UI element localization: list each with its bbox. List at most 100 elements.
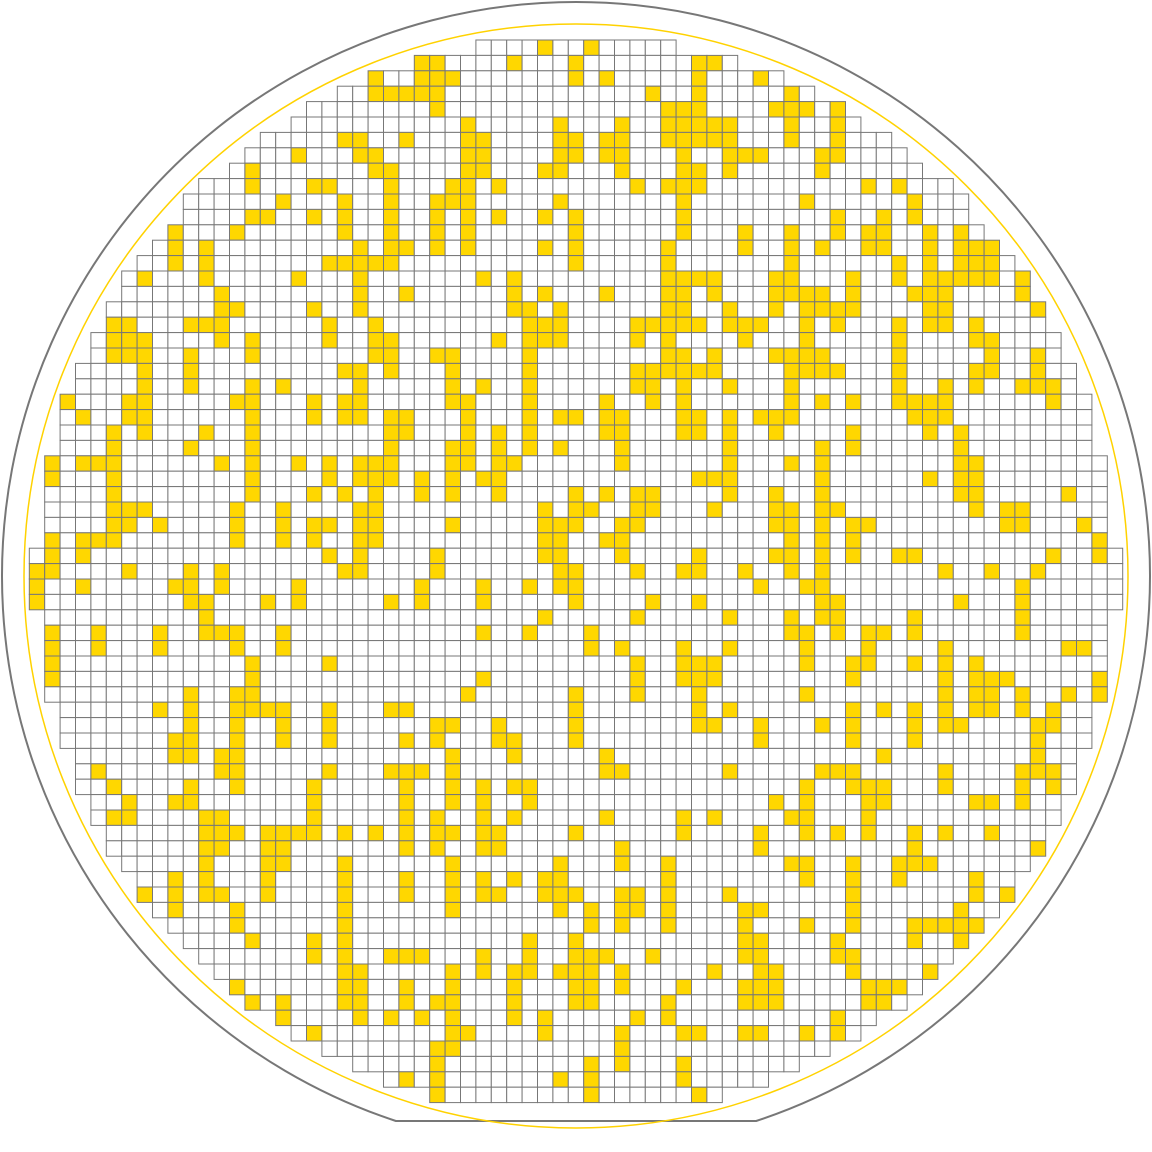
die-pass (875, 347, 893, 364)
die-pass (490, 301, 508, 318)
die-pass (367, 424, 385, 441)
die-pass (152, 270, 169, 287)
die-fail (198, 424, 215, 441)
die-pass (875, 917, 893, 934)
die-fail (352, 532, 369, 549)
die-pass (152, 778, 169, 796)
die-fail (660, 347, 677, 364)
die-fail (413, 578, 431, 595)
die-pass (413, 840, 431, 857)
die-fail (537, 162, 554, 180)
die-pass (321, 932, 338, 950)
die-fail (460, 162, 477, 180)
die-pass (290, 409, 308, 426)
die-pass (229, 270, 246, 287)
die-pass (321, 532, 338, 549)
die-pass (429, 532, 446, 549)
die-pass (460, 70, 477, 87)
die-pass (490, 563, 508, 580)
die-pass (336, 85, 354, 103)
die-fail (968, 701, 985, 719)
die-fail (567, 948, 585, 965)
die-fail (706, 501, 723, 518)
die-pass (475, 178, 492, 195)
die-pass (906, 255, 923, 272)
die-pass (90, 670, 107, 688)
die-pass (875, 670, 893, 688)
die-pass (860, 409, 877, 426)
die-pass (383, 516, 400, 534)
die-fail (891, 871, 908, 888)
die-pass (336, 670, 354, 688)
die-pass (1014, 455, 1031, 472)
die-pass (336, 270, 354, 287)
die-pass (983, 516, 1000, 534)
die-fail (321, 547, 338, 565)
die-pass (691, 1055, 708, 1073)
die-pass (352, 316, 369, 334)
die-pass (475, 439, 492, 457)
die-pass (121, 732, 138, 749)
die-pass (398, 1040, 415, 1057)
die-pass (567, 362, 585, 380)
die-pass (875, 301, 893, 318)
die-pass (583, 347, 600, 364)
die-pass (244, 563, 261, 580)
die-pass (737, 763, 754, 780)
die-pass (44, 501, 61, 518)
die-pass (367, 270, 385, 287)
die-pass (506, 424, 523, 441)
die-pass (660, 147, 677, 164)
die-pass (737, 409, 754, 426)
die-pass (213, 347, 231, 364)
die-pass (629, 439, 646, 457)
die-pass (475, 239, 492, 257)
die-fail (891, 378, 908, 395)
die-fail (721, 439, 739, 457)
die-pass (906, 963, 923, 980)
die-pass (1060, 378, 1077, 395)
die-pass (706, 732, 723, 749)
die-pass (737, 270, 754, 287)
die-pass (937, 624, 954, 642)
die-fail (121, 794, 138, 811)
die-pass (290, 332, 308, 349)
die-pass (644, 470, 662, 488)
die-fail (506, 809, 523, 826)
die-pass (413, 655, 431, 672)
die-fail (244, 393, 261, 411)
die-fail (937, 655, 954, 672)
die-pass (1060, 393, 1077, 411)
die-fail (75, 409, 92, 426)
die-fail (229, 747, 246, 765)
die-pass (490, 101, 508, 118)
die-pass (59, 532, 76, 549)
die-pass (737, 624, 754, 642)
die-pass (90, 486, 107, 503)
die-pass (352, 778, 369, 796)
die-fail (675, 347, 692, 364)
die-pass (398, 532, 415, 549)
die-pass (367, 932, 385, 950)
die-fail (922, 285, 939, 303)
die-fail (444, 1009, 462, 1027)
die-pass (506, 1086, 523, 1104)
die-fail (968, 378, 985, 395)
die-pass (1076, 609, 1093, 626)
die-pass (306, 285, 323, 303)
die-fail (721, 316, 739, 334)
die-fail (537, 239, 554, 257)
die-pass (1014, 640, 1031, 657)
die-fail (829, 948, 846, 965)
die-pass (1076, 532, 1093, 549)
die-pass (413, 978, 431, 996)
die-pass (198, 301, 215, 318)
die-pass (583, 362, 600, 380)
die-pass (721, 239, 739, 257)
die-pass (413, 809, 431, 826)
die-pass (999, 332, 1016, 349)
die-pass (798, 763, 816, 780)
die-fail (598, 285, 615, 303)
die-pass (152, 763, 169, 780)
die-fail (383, 593, 400, 611)
